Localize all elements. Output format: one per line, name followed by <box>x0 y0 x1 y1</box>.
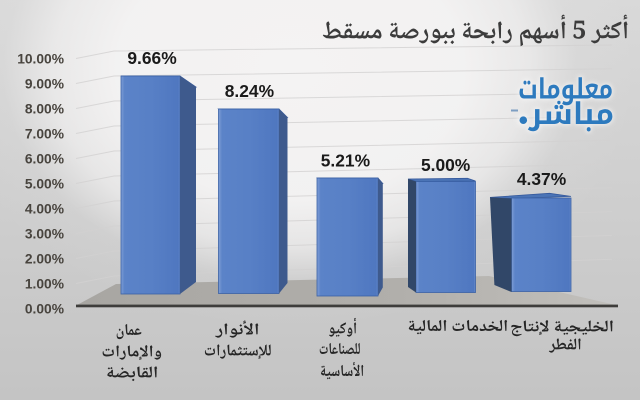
svg-text:2.00%: 2.00% <box>25 251 64 266</box>
svg-text:4.37%: 4.37% <box>517 169 566 189</box>
svg-text:4.00%: 4.00% <box>25 201 64 216</box>
svg-text:9.66%: 9.66% <box>127 48 176 68</box>
svg-text:10.00%: 10.00% <box>17 51 64 66</box>
svg-text:5.00%: 5.00% <box>421 155 470 175</box>
svg-text:9.00%: 9.00% <box>25 76 64 91</box>
svg-text:5.00%: 5.00% <box>25 176 64 191</box>
svg-text:3.00%: 3.00% <box>25 226 64 241</box>
svg-text:8.24%: 8.24% <box>225 81 274 101</box>
svg-text:5.21%: 5.21% <box>321 151 370 171</box>
svg-text:8.00%: 8.00% <box>25 101 64 116</box>
svg-text:0.00%: 0.00% <box>25 301 64 316</box>
svg-text:1.00%: 1.00% <box>25 276 64 291</box>
svg-text:7.00%: 7.00% <box>25 126 64 141</box>
svg-text:6.00%: 6.00% <box>25 151 64 166</box>
